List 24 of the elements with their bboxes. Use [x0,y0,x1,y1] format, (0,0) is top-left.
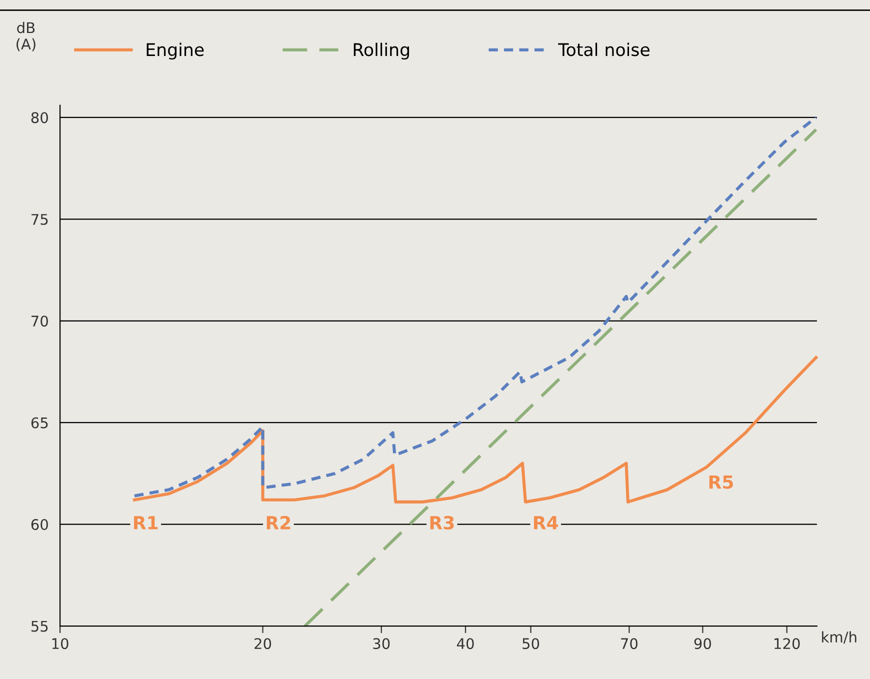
y-tick-label: 55 [31,620,48,632]
y-tick-label: 60 [31,519,48,530]
annotation: R1 [134,516,158,530]
annotation: R4 [534,516,558,530]
x-tick-label: 90 [694,638,712,650]
x-tick-label: 10 [52,638,68,650]
annotation: R2 [266,516,290,530]
annotation: R3 [430,516,454,530]
x-tick-label: 30 [373,638,390,650]
x-tick-label: 40 [456,638,474,650]
x-tick-label: 70 [621,638,638,650]
x-tick-label: 50 [522,638,540,650]
x-tick-label: 20 [254,638,272,650]
x-axis-title: km/h [822,631,856,644]
legend-label: Engine [146,42,204,60]
legend-label: Rolling [354,42,409,60]
y-tick-label: 75 [32,214,48,225]
legend-label: Total noise [558,42,650,56]
x-tick-label: 120 [774,638,800,650]
y-tick-label: 80 [31,112,48,124]
y-tick-label: 70 [32,316,48,327]
y-axis-title: dB (A) [16,22,36,52]
y-tick-label: 65 [31,417,48,428]
annotation: R5 [709,475,733,489]
